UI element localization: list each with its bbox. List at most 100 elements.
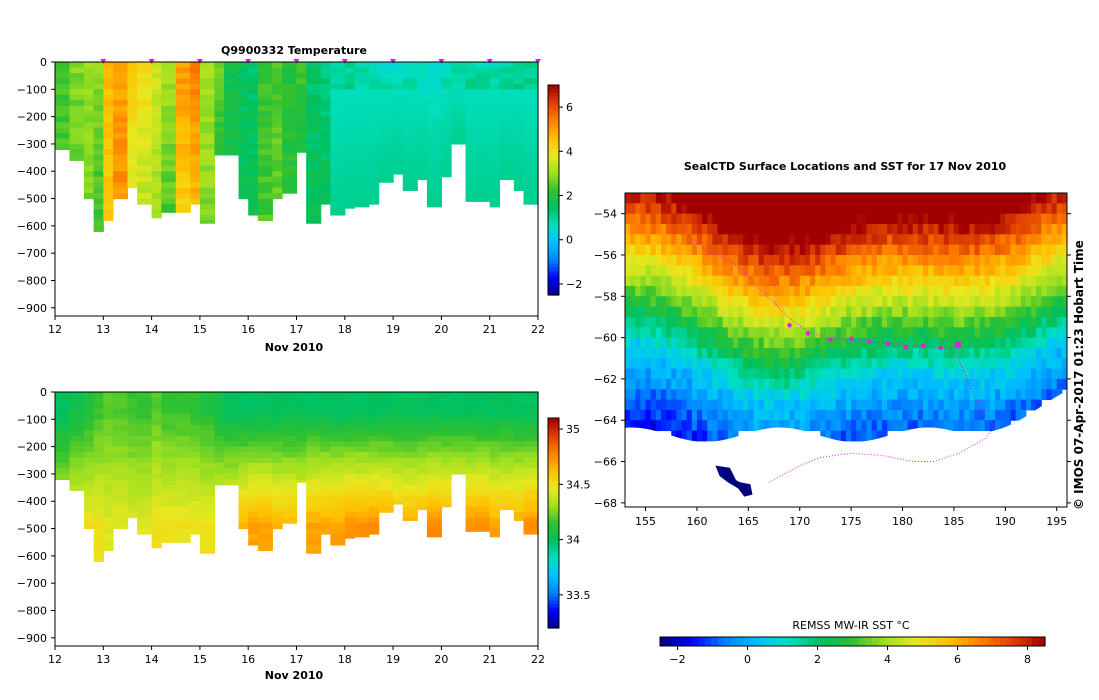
sst-cell (635, 358, 641, 370)
sst-cell (948, 358, 955, 370)
temperature-cell (320, 133, 331, 140)
sst-cell (768, 316, 775, 328)
salinity-cell (103, 446, 114, 453)
sst-cell (702, 234, 708, 246)
temperature-cell (93, 220, 104, 227)
sst-cell (799, 378, 806, 390)
sst-cell (928, 285, 934, 297)
sst-cell (830, 275, 837, 287)
sst-cell (712, 409, 719, 421)
salinity-cell (489, 463, 500, 470)
temperature-cell (257, 165, 273, 172)
sst-cell (1025, 234, 1032, 246)
sst-cell (774, 389, 780, 401)
temperature-cell (465, 193, 476, 200)
temperature-cell (282, 116, 298, 123)
sst-cell (866, 254, 873, 266)
colorbar-swatch (846, 637, 854, 646)
colorbar-frame (547, 417, 560, 629)
y-tick-label: −700 (17, 247, 47, 260)
temperature-cell (417, 176, 428, 181)
temperature-cell (127, 171, 138, 178)
temperature-cell (190, 193, 201, 200)
temperature-cell (513, 72, 525, 79)
sst-cell (897, 285, 904, 297)
salinity-cell (393, 430, 404, 437)
sst-cell (794, 296, 801, 308)
sst-cell (810, 223, 816, 235)
temperature-cell (344, 116, 356, 123)
salinity-cell (248, 413, 259, 420)
sst-cell (738, 296, 744, 308)
sst-cell (861, 223, 868, 235)
sst-cell (979, 420, 986, 432)
salinity-cell (112, 523, 129, 530)
sst-cell (810, 327, 816, 339)
sst-cell (948, 275, 955, 287)
sst-cell (861, 213, 868, 225)
sst-cell (979, 347, 986, 359)
sst-cell (835, 347, 842, 359)
colorbar-swatch (1038, 637, 1046, 646)
sst-cell (717, 234, 724, 246)
sst-cell (984, 337, 991, 349)
sst-cell (856, 285, 862, 297)
temperature-cell (378, 111, 394, 118)
sst-cell (753, 285, 760, 297)
sst-cell (691, 203, 698, 215)
temperature-cell (248, 100, 259, 107)
sst-cell (650, 234, 657, 246)
salinity-cell (151, 424, 162, 431)
sst-cell (989, 213, 996, 225)
salinity-cell (199, 419, 215, 426)
colorbar-swatch (756, 637, 764, 646)
salinity-cell (489, 506, 500, 513)
sst-cell (902, 285, 909, 297)
temperature-cell (344, 204, 356, 209)
sst-cell (1041, 306, 1047, 318)
sst-cell (969, 265, 975, 277)
salinity-cell (257, 544, 273, 552)
sst-cell (881, 285, 888, 297)
temperature-cell (306, 62, 322, 69)
sst-cell (738, 347, 744, 359)
temperature-cell (378, 154, 394, 161)
sst-cell (630, 285, 636, 297)
temperature-cell (378, 176, 394, 183)
colorbar-swatch (548, 99, 559, 104)
sst-cell (1010, 337, 1017, 349)
colorbar-swatch (548, 432, 559, 437)
sst-cell (1041, 368, 1047, 380)
sst-cell (1010, 358, 1017, 370)
sst-cell (666, 223, 672, 235)
sst-cell (1020, 265, 1027, 277)
salinity-cell (161, 479, 177, 486)
colorbar-swatch (548, 148, 559, 153)
sst-cell (897, 203, 904, 215)
sst-cell (722, 203, 729, 215)
temperature-cell (175, 182, 191, 189)
salinity-cell (83, 430, 95, 437)
colorbar-swatch (548, 596, 559, 601)
sst-cell (902, 327, 909, 339)
salinity-cell (489, 408, 500, 415)
temperature-cell (199, 182, 215, 189)
sst-cell (1020, 368, 1027, 380)
sst-cell (979, 368, 986, 380)
sst-cell (655, 389, 662, 401)
sst-cell (635, 327, 641, 339)
sst-cell (866, 306, 873, 318)
sst-cell (1020, 234, 1027, 246)
sst-cell (779, 275, 785, 287)
sst-cell (1046, 213, 1053, 225)
sst-cell (768, 368, 775, 380)
salinity-cell (175, 506, 191, 513)
salinity-cell (475, 413, 491, 420)
temperature-cell (417, 160, 428, 167)
sst-cell (907, 389, 914, 401)
salinity-cell (83, 501, 95, 508)
sst-cell (1025, 285, 1032, 297)
seal-position-marker (954, 341, 962, 349)
sst-cell (753, 254, 760, 266)
sst-cell (917, 399, 924, 411)
